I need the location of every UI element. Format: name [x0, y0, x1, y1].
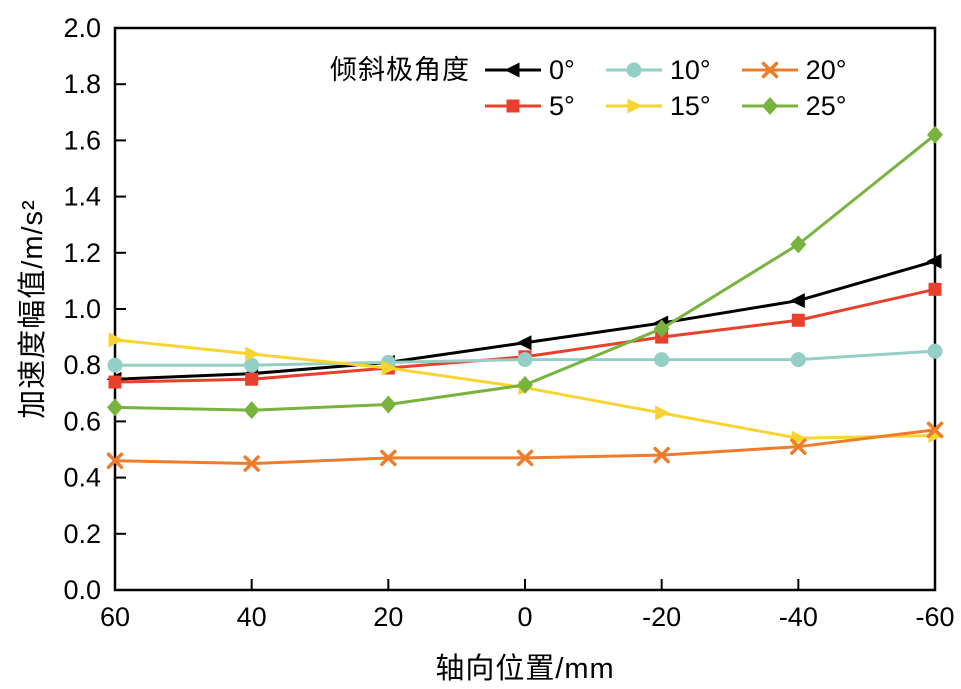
marker-circle: [654, 352, 670, 368]
legend: 倾斜极角度 0° 5° 10° 15° 20° 25°: [330, 52, 847, 124]
marker-square: [506, 99, 520, 113]
legend-item-20°: 20°: [741, 52, 847, 88]
marker-x: [243, 455, 260, 472]
x-tick-label: -60: [915, 602, 954, 632]
legend-title: 倾斜极角度: [330, 55, 470, 85]
y-axis: 0.0 0.2 0.4 0.6 0.8 1.0 1.2 1.4 1.6 1.8 2.0: [63, 13, 126, 605]
x-tick-label: 0: [517, 602, 532, 632]
y-tick-label: 0.4: [63, 463, 101, 493]
legend-swatch: [605, 98, 662, 114]
legend-item-15°: 15°: [605, 88, 711, 124]
x-tick-label: -40: [779, 602, 818, 632]
legend-item-10°: 10°: [605, 52, 711, 88]
legend-label: 15°: [669, 90, 711, 121]
x-tick-label: -20: [642, 602, 681, 632]
marker-circle: [517, 352, 533, 368]
marker-diamond: [107, 398, 123, 417]
legend-label: 0°: [549, 54, 575, 85]
marker-triangle-right: [245, 346, 261, 362]
marker-x: [790, 438, 807, 455]
y-tick-label: 1.8: [63, 69, 101, 99]
marker-circle: [107, 357, 123, 373]
legend-label: 10°: [669, 54, 711, 85]
y-tick-label: 1.2: [63, 238, 101, 268]
y-tick-label: 0.2: [63, 519, 101, 549]
legend-swatch: [605, 62, 662, 78]
marker-circle: [244, 357, 260, 373]
legend-item-25°: 25°: [741, 88, 847, 124]
marker-triangle-left: [516, 335, 532, 351]
marker-square: [791, 313, 805, 327]
series-5°: [108, 282, 942, 389]
marker-circle: [626, 62, 642, 78]
x-tick-label: 40: [237, 602, 267, 632]
y-tick-label: 2.0: [63, 13, 101, 43]
marker-triangle-right: [108, 332, 124, 348]
marker-diamond: [243, 401, 260, 420]
marker-diamond: [761, 97, 778, 115]
marker-x: [653, 446, 670, 464]
y-tick-label: 0.8: [63, 350, 101, 380]
marker-diamond: [380, 395, 397, 414]
marker-diamond: [653, 319, 670, 338]
marker-square: [928, 282, 942, 296]
marker-x: [516, 449, 534, 467]
marker-diamond: [927, 125, 943, 144]
marker-x: [926, 421, 944, 439]
x-axis: 60 40 20 0 -20 -40 -60: [100, 579, 955, 632]
marker-x: [106, 452, 124, 469]
x-axis-title: 轴向位置/mm: [435, 653, 615, 685]
y-tick-label: 0.6: [63, 406, 101, 436]
legend-item-0°: 0°: [484, 52, 575, 88]
marker-circle: [927, 343, 943, 359]
series-line-5°: [114, 287, 936, 384]
x-tick-label: 20: [373, 602, 403, 632]
marker-diamond: [790, 235, 807, 254]
y-tick-label: 1.0: [63, 294, 101, 324]
plot-frame: [113, 26, 937, 592]
legend-swatch: [485, 99, 541, 113]
marker-triangle-right: [381, 360, 397, 376]
marker-x: [761, 61, 778, 79]
series-20°: [106, 421, 944, 472]
series-25°: [107, 125, 943, 420]
marker-circle: [790, 352, 806, 368]
legend-swatch: [741, 97, 798, 115]
marker-triangle-left: [926, 253, 942, 269]
series-10°: [107, 343, 943, 373]
legend-item-5°: 5°: [484, 88, 575, 124]
series-line-25°: [114, 133, 936, 412]
marker-square: [245, 372, 259, 386]
y-tick-label: 1.6: [63, 125, 101, 155]
marker-triangle-left: [504, 62, 520, 78]
legend-swatch: [485, 62, 541, 78]
y-tick-label: 0.0: [63, 575, 101, 605]
marker-diamond: [517, 375, 533, 394]
marker-triangle-right: [655, 405, 671, 421]
y-axis-title: 加速度幅值/m/s²: [17, 199, 49, 419]
marker-triangle-right: [627, 98, 643, 114]
legend-label: 20°: [805, 54, 847, 85]
legend-grid: 0° 5° 10° 15° 20° 25°: [484, 52, 847, 124]
legend-swatch: [741, 61, 798, 79]
marker-square: [108, 375, 122, 389]
legend-label: 25°: [805, 90, 847, 121]
x-tick-label: 60: [100, 602, 130, 632]
legend-label: 5°: [549, 90, 575, 121]
marker-x: [380, 449, 397, 467]
marker-triangle-left: [789, 293, 805, 309]
y-tick-label: 1.4: [63, 182, 101, 212]
